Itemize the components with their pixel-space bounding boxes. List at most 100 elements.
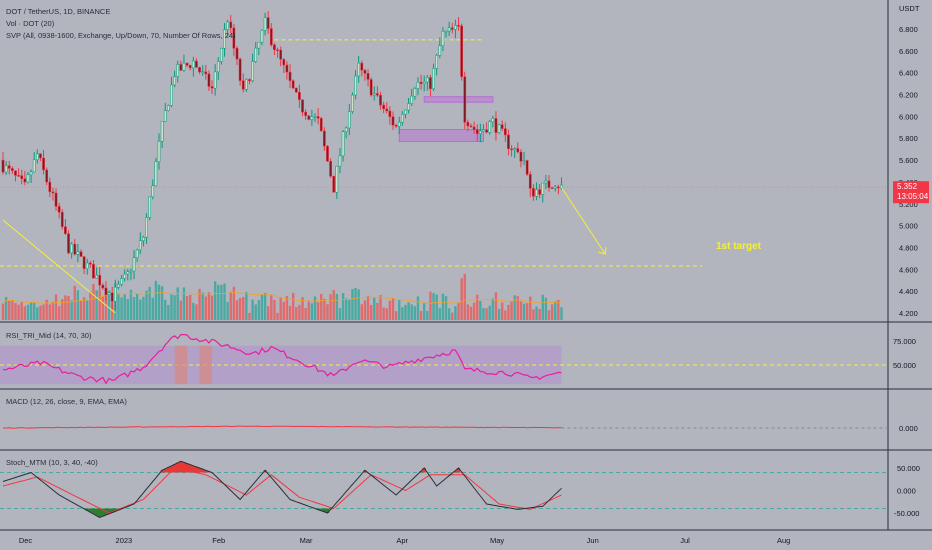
candle-body: [138, 240, 142, 251]
volume-bar: [323, 298, 326, 320]
macd-plot: [2, 425, 888, 429]
rsi-tick-label: 75.000: [893, 337, 916, 346]
candle-body: [316, 116, 320, 119]
candle-body: [79, 251, 83, 257]
volume-bar: [529, 296, 532, 320]
candle-body: [82, 256, 86, 269]
candles: [1, 11, 563, 311]
candle-body: [210, 86, 214, 89]
volume-bar: [320, 293, 323, 320]
legend-volume[interactable]: Vol · DOT (20): [6, 19, 55, 28]
candle-body: [351, 94, 354, 112]
volume-bar: [260, 294, 264, 320]
volume-bar: [67, 296, 70, 320]
candle-body: [366, 73, 370, 80]
volume-bar: [117, 293, 120, 320]
candle-body: [357, 62, 361, 77]
candle-body: [263, 17, 267, 31]
volume-bar: [560, 307, 563, 320]
candle-body: [260, 30, 264, 43]
candle-body: [444, 30, 448, 33]
candle-body: [354, 75, 357, 96]
price-pane[interactable]: 1st target DOT / TetherUS, 1D, BINANCE V…: [0, 7, 888, 320]
candle-body: [142, 236, 145, 241]
candle-body: [29, 171, 33, 176]
candle-body: [220, 48, 223, 62]
candle-body: [32, 159, 36, 173]
stoch-pane[interactable]: Stoch_MTM (10, 3, 40, -40): [0, 458, 888, 519]
volume-bar: [82, 297, 86, 320]
candle-body: [532, 188, 535, 197]
price-tick-label: 5.200: [899, 200, 918, 209]
volume-bar: [419, 310, 423, 320]
legend-vp[interactable]: SVP (All, 0938-1600, Exchange, Up/Down, …: [6, 31, 236, 40]
candle-body: [391, 116, 395, 126]
current-price-value: 5.352: [897, 182, 918, 191]
candle-body: [388, 110, 392, 117]
candle-body: [463, 76, 467, 123]
volume-bar: [285, 295, 289, 320]
volume-bar: [111, 302, 114, 320]
target-label[interactable]: 1st target: [716, 241, 762, 252]
volume-bar: [145, 290, 148, 320]
volume-bar: [86, 300, 89, 320]
volume-bar: [17, 304, 20, 320]
volume-bar: [139, 299, 142, 320]
candle-body: [294, 87, 298, 93]
volume-bar: [229, 291, 232, 320]
rsi-pane[interactable]: RSI_TRI_Mid (14, 70, 30): [0, 331, 888, 385]
candle-body: [485, 129, 488, 133]
legend-rsi[interactable]: RSI_TRI_Mid (14, 70, 30): [6, 331, 92, 340]
candle-body: [107, 292, 111, 295]
volume-bar: [33, 302, 36, 320]
candle-body: [173, 76, 176, 86]
volume-bar: [164, 299, 167, 320]
volume-bar: [288, 305, 292, 320]
volume-bar: [248, 312, 251, 320]
volume-bar: [132, 297, 136, 320]
drawing-tools[interactable]: [2, 187, 607, 314]
volume-bar: [45, 299, 48, 320]
candle-body: [204, 71, 208, 75]
stoch-tick-label: -50.000: [894, 509, 919, 518]
candle-body: [425, 77, 429, 83]
candle-body: [482, 129, 485, 132]
candle-body: [266, 17, 270, 29]
candle-body: [163, 110, 167, 122]
candle-body: [475, 129, 479, 134]
volume-bar: [348, 299, 351, 320]
candle-body: [229, 21, 233, 29]
volume-bar: [195, 304, 198, 320]
candle-body: [410, 95, 414, 104]
legend-macd[interactable]: MACD (12, 26, close, 9, EMA, EMA): [6, 397, 127, 406]
volume-bar: [304, 308, 307, 320]
macd-tick-label: 0.000: [899, 424, 918, 433]
candle-body: [407, 103, 410, 111]
candle-body: [282, 59, 286, 66]
volume-bar: [435, 294, 438, 320]
volume-bar: [295, 306, 298, 320]
candle-body: [245, 79, 248, 90]
macd-pane[interactable]: MACD (12, 26, close, 9, EMA, EMA): [2, 397, 888, 429]
legend-stoch[interactable]: Stoch_MTM (10, 3, 40, -40): [6, 458, 98, 467]
time-tick-label: Aug: [777, 536, 790, 545]
volume-bar: [401, 307, 404, 320]
time-axis[interactable]: Dec 2023 Feb Mar Apr May Jun Jul Aug: [19, 536, 791, 545]
candle-body: [76, 251, 80, 255]
volume-bar: [510, 301, 513, 320]
volume-bar: [213, 281, 217, 320]
volume-bar: [532, 309, 535, 320]
candle-body: [503, 128, 507, 136]
volume-bar: [491, 298, 495, 320]
candle-body: [257, 41, 261, 49]
candle-body: [510, 148, 513, 151]
volume-bar: [345, 298, 348, 320]
legend-symbol[interactable]: DOT / TetherUS, 1D, BINANCE: [6, 7, 110, 16]
price-tick-label: 4.600: [899, 265, 918, 274]
candle-body: [92, 264, 95, 279]
candle-body: [429, 77, 432, 90]
time-tick-label: Jun: [587, 536, 599, 545]
candle-body: [135, 249, 139, 258]
candle-body: [385, 108, 389, 112]
